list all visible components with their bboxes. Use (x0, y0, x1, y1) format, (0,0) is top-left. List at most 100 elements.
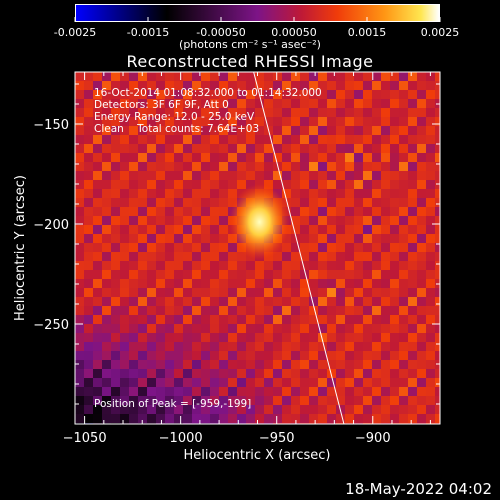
heatmap-cell (300, 342, 310, 352)
heatmap-cell (345, 72, 355, 82)
heatmap-cell (300, 252, 310, 262)
heatmap-cell (165, 90, 175, 100)
heatmap-cell (336, 396, 346, 406)
heatmap-cell (399, 288, 409, 298)
heatmap-cell (129, 108, 139, 118)
heatmap-cell (345, 405, 355, 415)
heatmap-cell (372, 369, 382, 379)
heatmap-cell (363, 234, 373, 244)
heatmap-cell (174, 243, 184, 253)
heatmap-cell (417, 90, 427, 100)
heatmap-cell (219, 90, 229, 100)
heatmap-cell (390, 162, 400, 172)
heatmap-cell (138, 135, 148, 145)
heatmap-cell (93, 414, 103, 424)
heatmap-cell (84, 378, 94, 388)
heatmap-cell (264, 360, 274, 370)
heatmap-cell (210, 72, 220, 82)
heatmap-cell (75, 378, 85, 388)
heatmap-cell (120, 90, 130, 100)
heatmap-cell (228, 126, 238, 136)
heatmap-cell (219, 396, 229, 406)
heatmap-cell (327, 198, 337, 208)
heatmap-cell (282, 180, 292, 190)
heatmap-cell (372, 342, 382, 352)
heatmap-cell (210, 153, 220, 163)
heatmap-cell (309, 324, 319, 334)
heatmap-cell (183, 333, 193, 343)
heatmap-cell (183, 297, 193, 307)
heatmap-cell (417, 342, 427, 352)
heatmap-cell (147, 153, 157, 163)
heatmap-cell (372, 414, 382, 424)
heatmap-cell (336, 261, 346, 271)
heatmap-cell (426, 99, 436, 109)
heatmap-cell (129, 261, 139, 271)
heatmap-cell (435, 216, 440, 226)
heatmap-cell (129, 144, 139, 154)
heatmap-cell (417, 279, 427, 289)
heatmap-cell (417, 387, 427, 397)
heatmap-cell (327, 378, 337, 388)
heatmap-cell (354, 216, 364, 226)
heatmap-cell (147, 126, 157, 136)
heatmap-cell (201, 387, 211, 397)
heatmap-cell (237, 108, 247, 118)
heatmap-cell (282, 288, 292, 298)
heatmap-cell (381, 396, 391, 406)
heatmap-cell (255, 171, 265, 181)
heatmap-cell (273, 396, 283, 406)
heatmap-cell (75, 351, 85, 361)
heatmap-cell (291, 243, 301, 253)
heatmap-cell (327, 270, 337, 280)
heatmap-cell (102, 216, 112, 226)
heatmap-cell (426, 324, 436, 334)
heatmap-cell (75, 216, 85, 226)
heatmap-cell (372, 135, 382, 145)
heatmap-cell (237, 369, 247, 379)
heatmap-cell (102, 252, 112, 262)
heatmap-cell (300, 387, 310, 397)
heatmap-cell (426, 261, 436, 271)
heatmap-cell (174, 207, 184, 217)
heatmap-cell (246, 153, 256, 163)
heatmap-cell (300, 81, 310, 91)
heatmap-cell (93, 216, 103, 226)
heatmap-cell (111, 288, 121, 298)
heatmap-cell (237, 405, 247, 415)
heatmap-cell (300, 162, 310, 172)
heatmap-cell (435, 189, 440, 199)
heatmap-cell (435, 297, 440, 307)
heatmap-cell (354, 198, 364, 208)
heatmap-cell (264, 108, 274, 118)
heatmap-cell (345, 189, 355, 199)
heatmap-cell (84, 324, 94, 334)
heatmap-cell (219, 288, 229, 298)
heatmap-cell (336, 369, 346, 379)
heatmap-cell (399, 72, 409, 82)
heatmap-cell (264, 297, 274, 307)
heatmap-cell (399, 225, 409, 235)
heatmap-cell (300, 315, 310, 325)
heatmap-cell (102, 369, 112, 379)
heatmap-cell (345, 135, 355, 145)
heatmap-cell (291, 387, 301, 397)
heatmap-cell (327, 243, 337, 253)
heatmap-cell (174, 198, 184, 208)
heatmap-cell (138, 144, 148, 154)
heatmap-cell (336, 81, 346, 91)
heatmap-cell (228, 387, 238, 397)
heatmap-cell (192, 162, 202, 172)
heatmap-cell (291, 126, 301, 136)
heatmap-cell (237, 414, 247, 424)
heatmap-cell (165, 396, 175, 406)
heatmap-cell (426, 333, 436, 343)
heatmap-cell (417, 351, 427, 361)
heatmap-cell (201, 360, 211, 370)
peak-source (229, 184, 290, 260)
heatmap-cell (399, 216, 409, 226)
heatmap-cell (183, 342, 193, 352)
heatmap-cell (120, 261, 130, 271)
heatmap-cell (354, 288, 364, 298)
heatmap-cell (390, 135, 400, 145)
